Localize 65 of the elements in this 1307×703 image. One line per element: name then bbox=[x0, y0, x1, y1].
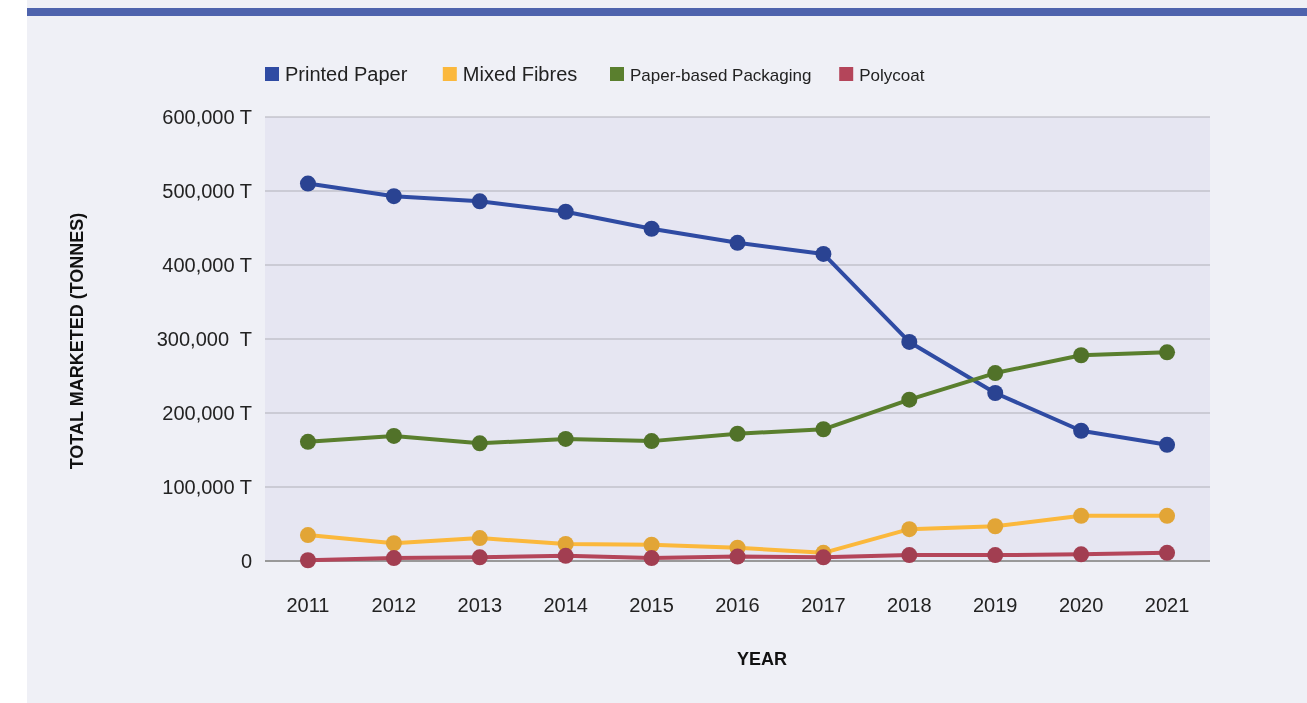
point bbox=[729, 548, 746, 565]
legend-label: Polycoat bbox=[859, 66, 925, 85]
point bbox=[471, 549, 488, 566]
point bbox=[901, 333, 918, 350]
y-tick-label: 300,000 T bbox=[156, 328, 252, 350]
x-tick-label: 2014 bbox=[543, 594, 588, 616]
point bbox=[643, 433, 660, 450]
x-tick-label: 2017 bbox=[801, 594, 846, 616]
point bbox=[557, 430, 574, 447]
x-tick-label: 2018 bbox=[887, 594, 932, 616]
point bbox=[987, 365, 1004, 382]
point bbox=[901, 547, 918, 564]
point bbox=[815, 245, 832, 262]
point bbox=[385, 427, 402, 444]
point bbox=[729, 234, 746, 251]
x-tick-label: 2020 bbox=[1058, 594, 1104, 616]
point bbox=[557, 203, 574, 220]
point bbox=[643, 536, 660, 553]
y-tick-label: 100,000 T bbox=[162, 476, 252, 498]
y-axis-title: TOTAL MARKETED (TONNES) bbox=[67, 212, 87, 470]
point bbox=[1159, 436, 1176, 453]
x-axis-title: YEAR bbox=[736, 649, 788, 669]
point bbox=[299, 527, 316, 544]
x-tick-label: 2012 bbox=[371, 594, 417, 616]
point bbox=[1073, 507, 1090, 524]
point bbox=[1159, 507, 1176, 524]
x-tick-label: 2016 bbox=[715, 594, 760, 616]
legend-label: Mixed Fibres bbox=[462, 63, 578, 85]
point bbox=[299, 175, 316, 192]
point bbox=[815, 549, 832, 566]
x-tick-label: 2015 bbox=[629, 594, 674, 616]
y-tick-label: 400,000 T bbox=[162, 254, 252, 276]
x-tick-label: 2021 bbox=[1144, 594, 1190, 616]
y-tick-label: 500,000 T bbox=[162, 180, 252, 202]
point bbox=[299, 433, 316, 450]
point bbox=[901, 391, 918, 408]
point bbox=[1073, 422, 1090, 439]
y-tick-label: 200,000 T bbox=[162, 402, 252, 424]
point bbox=[471, 530, 488, 547]
y-tick-label: 600,000 T bbox=[162, 106, 252, 128]
point bbox=[471, 435, 488, 452]
legend-label: Paper-based Packaging bbox=[630, 66, 812, 85]
x-tick-label: 2019 bbox=[972, 594, 1018, 616]
point bbox=[385, 188, 402, 205]
point bbox=[987, 385, 1004, 402]
point bbox=[901, 521, 918, 538]
point bbox=[1073, 347, 1090, 364]
point bbox=[643, 220, 660, 237]
point bbox=[299, 552, 316, 569]
point bbox=[385, 550, 402, 567]
x-tick-label: 2011 bbox=[286, 594, 330, 616]
point bbox=[643, 550, 660, 567]
point bbox=[1073, 546, 1090, 563]
point bbox=[987, 547, 1004, 564]
point bbox=[557, 547, 574, 564]
legend-label: Printed Paper bbox=[285, 63, 408, 85]
x-tick-label: 2013 bbox=[457, 594, 503, 616]
point bbox=[1159, 344, 1176, 361]
y-tick-label: 0 bbox=[240, 550, 252, 572]
point bbox=[1159, 544, 1176, 561]
point bbox=[987, 518, 1004, 535]
point bbox=[729, 425, 746, 442]
point bbox=[815, 421, 832, 438]
point bbox=[385, 535, 402, 552]
point bbox=[471, 193, 488, 210]
